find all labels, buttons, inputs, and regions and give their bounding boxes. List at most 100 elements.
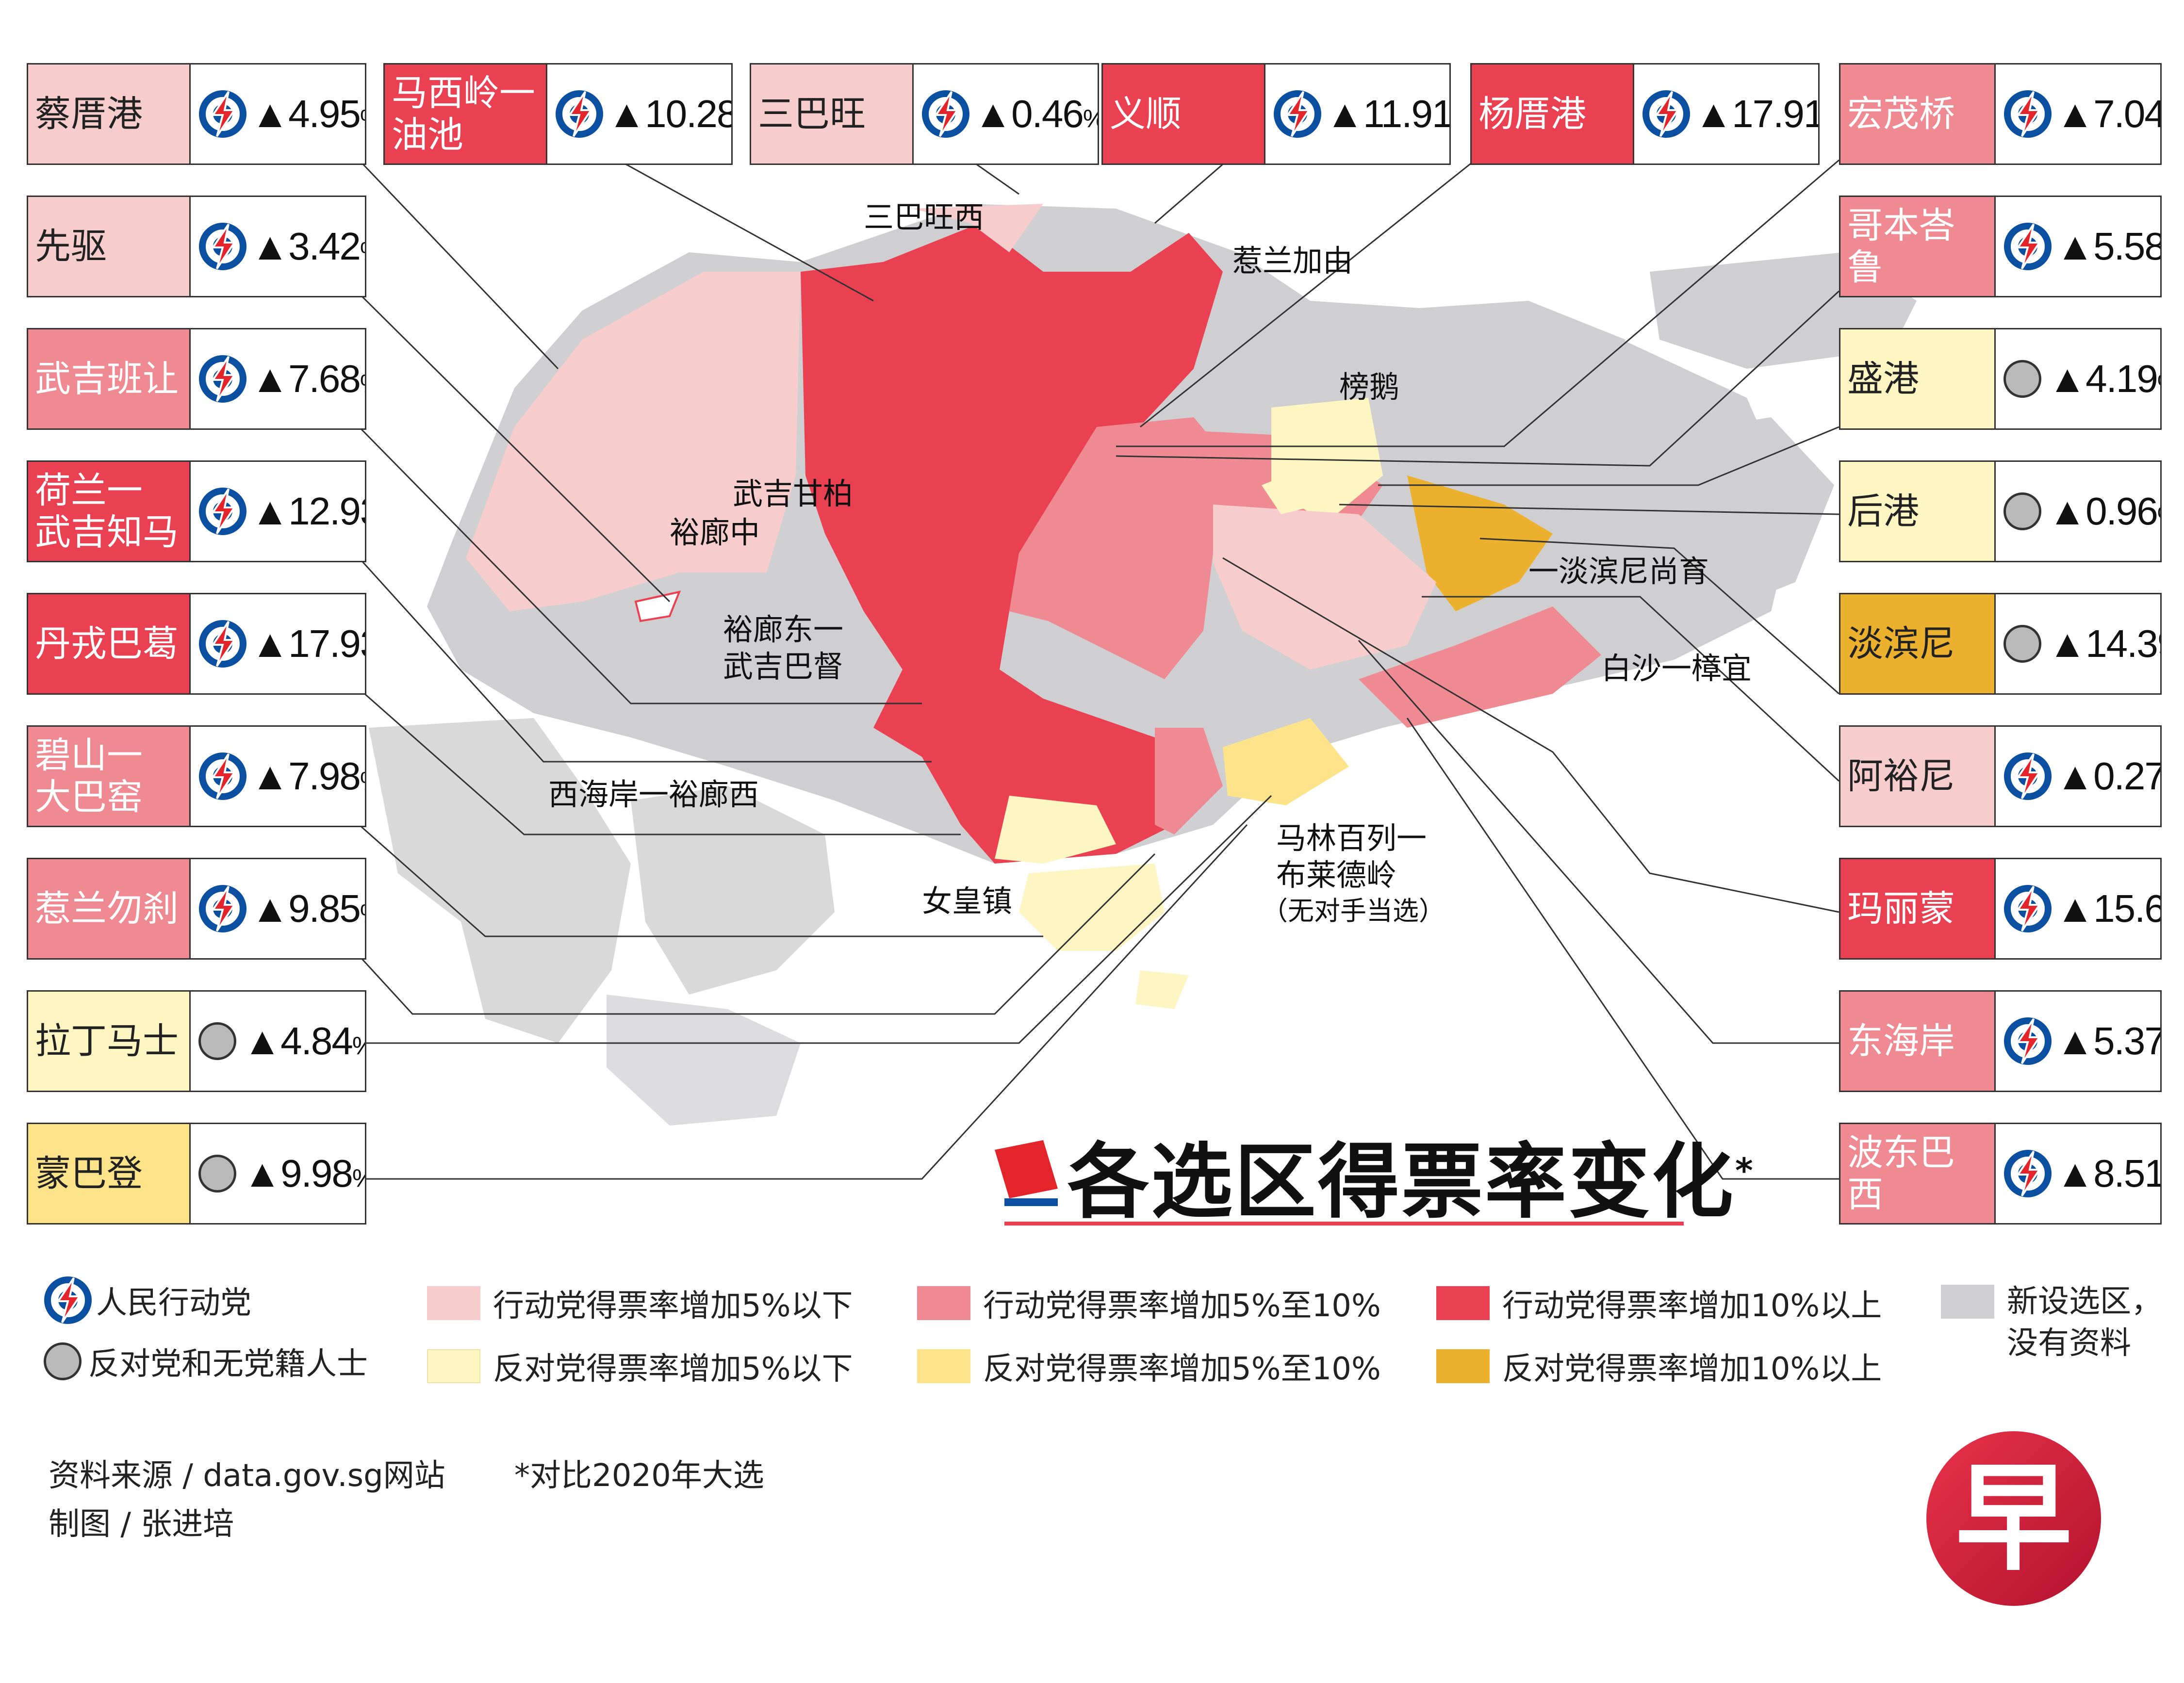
pap-logo-icon	[1642, 90, 1690, 138]
district-name: 拉丁马士	[27, 990, 189, 1092]
district-change: ▲14.39%	[1994, 593, 2162, 695]
map-label-sembawang-west: 三巴旺西	[864, 199, 985, 235]
map-label-punggol: 榜鹅	[1339, 369, 1400, 405]
district-change: ▲17.91%	[1633, 63, 1820, 165]
change-value: ▲10.28%	[608, 92, 733, 135]
legend-opp-gt10: 反对党得票率增加10%以上	[1436, 1344, 1882, 1389]
opposition-icon	[198, 1022, 236, 1060]
opposition-icon	[2003, 625, 2041, 663]
map-label-west-coast-jurong-west: 西海岸一裕廊西	[548, 777, 759, 812]
region-aljunied	[1213, 505, 1436, 670]
district-change: ▲0.27%	[1994, 725, 2162, 827]
legend-pap-5-10: 行动党得票率增加5%至10%	[917, 1281, 1381, 1325]
district-box: 阿裕尼 ▲0.27%	[1839, 725, 2162, 827]
map-label-jalan-kayu: 惹兰加由	[1232, 243, 1353, 278]
swatch-opp-5-10	[917, 1349, 970, 1383]
district-name: 荷兰一 武吉知马	[27, 460, 189, 562]
west-islands	[369, 718, 631, 1043]
district-name: 阿裕尼	[1839, 725, 1994, 827]
district-box: 蔡厝港 ▲4.95%	[27, 63, 366, 165]
map-label-bukit-gombak: 武吉甘柏	[733, 476, 854, 511]
change-value: ▲3.42%	[251, 225, 365, 268]
swatch-pap-gt10	[1436, 1286, 1490, 1320]
pap-logo-icon	[556, 90, 603, 138]
district-change: ▲17.93%	[189, 593, 366, 695]
chart-title: 各选区得票率变化*	[1067, 1134, 1755, 1229]
district-name: 武吉班让	[27, 328, 189, 430]
legend-opposition: 反对党和无党籍人士	[44, 1339, 368, 1384]
district-change: ▲9.98%	[189, 1123, 366, 1225]
district-box: 波东巴西 ▲8.51%	[1839, 1123, 2162, 1225]
change-value: ▲9.98%	[243, 1152, 365, 1195]
pap-logo-icon	[199, 885, 246, 932]
pap-logo-icon	[199, 90, 246, 138]
district-change: ▲5.58%	[1994, 196, 2162, 297]
map-label-jurong-east-bukit-batok: 裕廊东一 武吉巴督	[723, 612, 844, 684]
pap-logo-icon	[199, 620, 246, 668]
district-box: 三巴旺 ▲0.46%	[750, 63, 1099, 165]
region-central-mid	[1009, 417, 1242, 679]
district-name: 蒙巴登	[27, 1123, 189, 1225]
pap-logo-icon	[199, 223, 246, 270]
map-label-queenstown: 女皇镇	[922, 883, 1013, 919]
ballot-box-icon	[995, 1140, 1058, 1206]
change-value: ▲15.66%	[2056, 887, 2160, 930]
region-tampines	[1407, 475, 1553, 611]
logo-character: 早	[1955, 1451, 2072, 1586]
district-change: ▲7.98%	[189, 725, 366, 827]
district-name: 蔡厝港	[27, 63, 189, 165]
pap-logo-icon	[199, 488, 246, 535]
district-box: 淡滨尼 ▲14.39%	[1839, 593, 2162, 695]
change-value: ▲12.93%	[251, 490, 365, 533]
swatch-opp-lt5	[427, 1349, 480, 1383]
pap-logo-icon	[2004, 1150, 2052, 1197]
change-value: ▲0.96%	[2048, 490, 2160, 533]
change-value: ▲4.84%	[243, 1019, 365, 1062]
pap-logo-icon	[2004, 223, 2052, 270]
pap-logo-icon	[199, 355, 246, 403]
district-name: 丹戎巴葛	[27, 593, 189, 695]
comparison-note: *对比2020年大选	[514, 1458, 764, 1494]
district-box: 后港 ▲0.96%	[1839, 460, 2162, 562]
change-value: ▲0.46%	[974, 92, 1098, 135]
district-change: ▲4.84%	[189, 990, 366, 1092]
district-change: ▲0.46%	[912, 63, 1099, 165]
change-value: ▲7.98%	[251, 754, 365, 798]
pap-logo-icon	[2004, 90, 2052, 138]
opposition-icon	[198, 1155, 236, 1193]
change-value: ▲17.93%	[251, 622, 365, 665]
opposition-icon	[2003, 492, 2041, 530]
district-name: 杨厝港	[1470, 63, 1633, 165]
pap-logo-icon	[2004, 885, 2052, 932]
district-box: 盛港 ▲4.19%	[1839, 328, 2162, 430]
district-box: 荷兰一 武吉知马 ▲12.93%	[27, 460, 366, 562]
region-radin-mas	[995, 796, 1116, 864]
district-name: 淡滨尼	[1839, 593, 1994, 695]
district-name: 盛港	[1839, 328, 1994, 430]
opposition-icon	[44, 1342, 82, 1380]
small-island	[634, 590, 681, 622]
west-islands-3	[607, 995, 801, 1126]
district-change: ▲0.96%	[1994, 460, 2162, 562]
district-change: ▲8.51%	[1994, 1123, 2162, 1225]
change-value: ▲5.58%	[2056, 225, 2162, 268]
pap-logo-icon	[199, 752, 246, 800]
south-islets	[1135, 970, 1189, 1009]
swatch-opp-gt10	[1436, 1349, 1490, 1383]
district-name: 玛丽蒙	[1839, 858, 1994, 960]
region-sentosa	[1019, 864, 1165, 951]
title-underline	[1004, 1222, 1684, 1225]
district-change: ▲15.66%	[1994, 858, 2162, 960]
region-east-coast	[1359, 606, 1601, 728]
district-box: 丹戎巴葛 ▲17.93%	[27, 593, 366, 695]
district-change: ▲7.04%	[1994, 63, 2162, 165]
district-name: 哥本峇鲁	[1839, 196, 1994, 297]
change-value: ▲5.37%	[2056, 1019, 2162, 1062]
zaobao-logo: 早	[1926, 1431, 2101, 1606]
district-name: 义顺	[1101, 63, 1264, 165]
district-name: 三巴旺	[750, 63, 912, 165]
district-change: ▲10.28%	[546, 63, 733, 165]
